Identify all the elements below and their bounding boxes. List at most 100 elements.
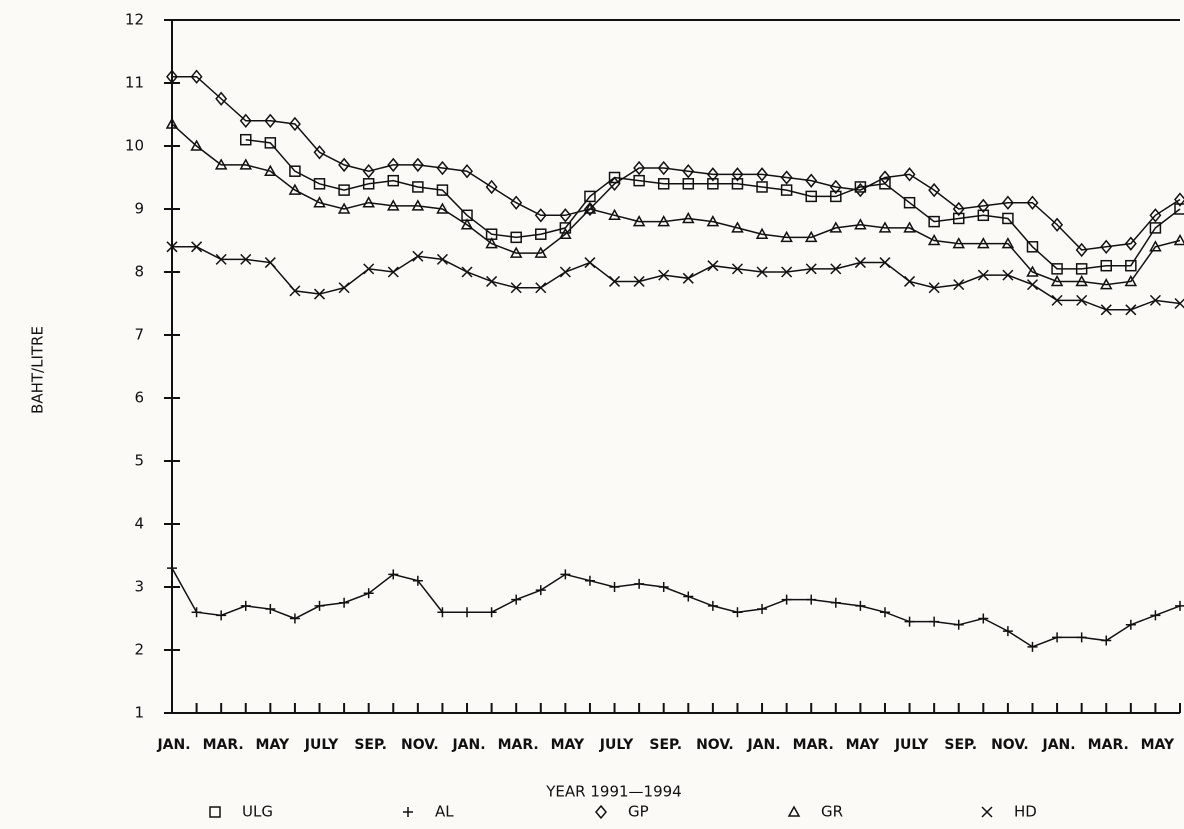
data-point bbox=[584, 190, 596, 203]
data-point bbox=[339, 597, 350, 608]
data-point bbox=[1051, 263, 1063, 275]
data-point bbox=[682, 272, 694, 284]
x-tick-label: MAR. bbox=[793, 737, 834, 753]
data-point bbox=[879, 607, 890, 618]
data-point bbox=[1075, 263, 1088, 275]
x-tick-label: MAR. bbox=[1088, 737, 1129, 753]
data-point bbox=[510, 282, 522, 294]
data-point bbox=[1026, 195, 1039, 210]
data-point bbox=[830, 190, 842, 203]
data-point bbox=[756, 266, 768, 278]
series-line bbox=[172, 75, 1181, 251]
y-tick-label: 2 bbox=[134, 641, 144, 659]
data-point bbox=[436, 184, 449, 196]
x-tick-label: MAR. bbox=[203, 737, 244, 753]
data-point bbox=[534, 246, 548, 258]
x-tick-label: MAY bbox=[551, 737, 585, 753]
data-point bbox=[977, 209, 990, 222]
data-point bbox=[1149, 222, 1162, 234]
legend-label: ULG bbox=[242, 803, 273, 821]
data-point bbox=[215, 91, 228, 106]
data-point bbox=[1149, 294, 1161, 306]
data-point bbox=[609, 275, 621, 287]
data-point bbox=[1125, 619, 1136, 630]
data-point bbox=[583, 201, 596, 217]
data-point bbox=[633, 174, 645, 187]
data-point bbox=[609, 582, 620, 592]
y-axis-label: BAHT/LITRE bbox=[29, 326, 47, 414]
legend-marker bbox=[403, 807, 413, 817]
data-point bbox=[167, 563, 177, 574]
x-tick-label: SEP. bbox=[354, 737, 387, 753]
data-point bbox=[584, 575, 595, 586]
data-point bbox=[166, 241, 178, 253]
y-tick-label: 8 bbox=[134, 263, 144, 281]
data-point bbox=[977, 198, 990, 214]
data-point bbox=[510, 195, 523, 210]
data-point bbox=[756, 167, 769, 182]
data-point bbox=[1100, 259, 1112, 272]
y-tick-label: 3 bbox=[134, 578, 144, 596]
data-point bbox=[388, 569, 399, 580]
y-tick-label: 7 bbox=[134, 326, 144, 344]
data-point bbox=[731, 167, 744, 182]
data-point bbox=[855, 600, 866, 611]
x-tick-label: SEP. bbox=[944, 737, 977, 753]
y-tick-label: 11 bbox=[125, 74, 144, 92]
y-tick-label: 10 bbox=[125, 137, 144, 155]
data-point bbox=[978, 613, 989, 624]
data-point bbox=[486, 607, 497, 618]
data-point bbox=[1026, 279, 1039, 291]
data-point bbox=[239, 113, 252, 128]
data-point bbox=[1101, 635, 1112, 646]
data-point bbox=[412, 575, 423, 586]
data-point bbox=[731, 178, 744, 190]
x-tick-label: JULY bbox=[304, 737, 339, 753]
data-point bbox=[362, 196, 375, 208]
data-point bbox=[879, 257, 891, 269]
data-point bbox=[1051, 294, 1063, 306]
data-point bbox=[436, 160, 449, 176]
series-line bbox=[172, 246, 1181, 311]
data-point bbox=[731, 221, 744, 233]
data-point bbox=[240, 133, 252, 146]
x-tick-label: JAN. bbox=[1042, 737, 1076, 753]
legend-label: HD bbox=[1014, 803, 1037, 821]
data-point bbox=[190, 69, 203, 84]
data-point bbox=[559, 266, 571, 278]
data-point bbox=[805, 173, 818, 188]
data-point bbox=[264, 137, 277, 149]
data-point bbox=[337, 202, 351, 214]
data-point bbox=[608, 208, 621, 221]
data-point bbox=[486, 275, 498, 287]
data-point bbox=[781, 266, 793, 278]
data-point bbox=[952, 212, 965, 225]
data-point bbox=[560, 569, 571, 580]
data-point bbox=[854, 257, 866, 269]
data-point bbox=[903, 196, 916, 209]
data-point bbox=[363, 588, 374, 599]
data-point bbox=[1124, 274, 1138, 287]
data-point bbox=[707, 600, 718, 611]
x-tick-label: JULY bbox=[894, 737, 929, 753]
data-point bbox=[1075, 242, 1088, 258]
data-point bbox=[878, 221, 892, 233]
data-point bbox=[191, 241, 203, 253]
data-point bbox=[387, 174, 400, 187]
data-point bbox=[829, 179, 842, 195]
data-point bbox=[460, 218, 474, 230]
data-point bbox=[265, 604, 276, 615]
data-point bbox=[559, 208, 572, 223]
legend-marker bbox=[981, 806, 993, 818]
x-tick-label: JULY bbox=[599, 737, 634, 753]
data-point bbox=[534, 208, 547, 223]
data-point bbox=[338, 184, 350, 196]
data-point bbox=[608, 171, 621, 184]
data-point bbox=[289, 165, 301, 177]
series-line bbox=[245, 138, 1181, 270]
legend-label: AL bbox=[435, 803, 454, 821]
data-point bbox=[535, 228, 547, 240]
data-point bbox=[584, 257, 596, 269]
x-tick-label: JAN. bbox=[747, 737, 781, 753]
data-point bbox=[1051, 217, 1064, 232]
